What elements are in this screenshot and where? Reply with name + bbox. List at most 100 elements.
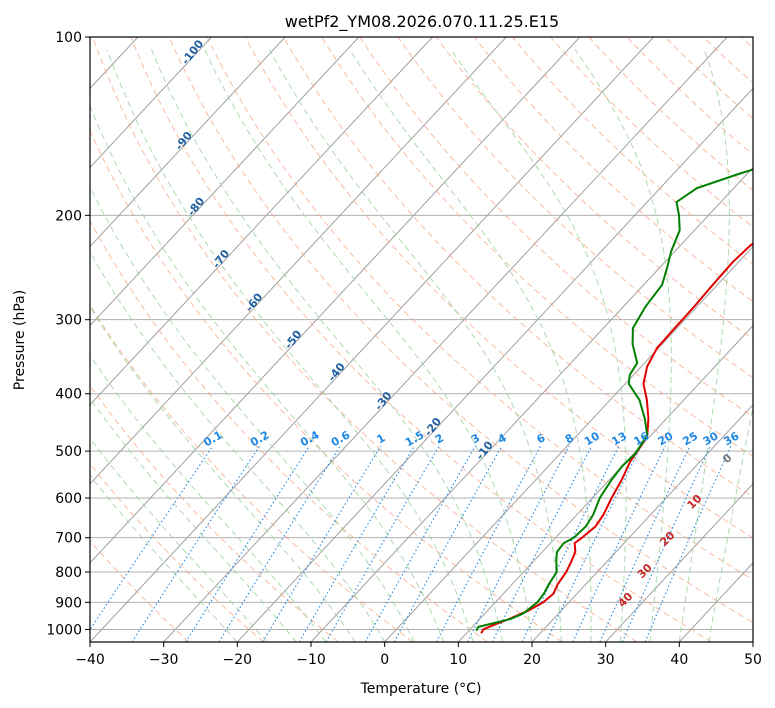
x-axis-label: Temperature (°C) — [360, 681, 482, 697]
y-axis-label: Pressure (hPa) — [12, 290, 28, 390]
mixing-ratio-line — [298, 445, 415, 642]
isotherm-label: -70 — [210, 247, 233, 271]
mixing-ratio-line — [545, 445, 642, 642]
isotherm-line — [90, 37, 507, 485]
dry-adiabat-line — [397, 37, 753, 379]
x-tick-label: 50 — [744, 652, 762, 668]
dry-adiabat-line — [283, 37, 753, 498]
mixing-ratio-line — [572, 445, 666, 642]
moist-adiabat-label: 30 — [635, 561, 655, 581]
x-tick-label: 40 — [670, 652, 688, 668]
chart-title: wetPf2_YM08.2026.070.11.25.E15 — [285, 12, 559, 32]
moist-adiabat-label: 0 — [720, 451, 735, 466]
dry-adiabat-line — [741, 37, 753, 49]
dry-adiabat-line — [664, 37, 753, 120]
isotherm-line — [752, 641, 753, 642]
moist-adiabat-line — [574, 49, 672, 642]
dry-adiabat-line — [588, 37, 753, 192]
background-grid — [0, 37, 753, 642]
dry-adiabat-line — [206, 37, 753, 581]
x-tick-label: 10 — [449, 652, 467, 668]
mixing-ratio-label: 30 — [701, 429, 721, 448]
dry-adiabat-line — [90, 129, 563, 642]
moist-adiabat-line — [90, 474, 238, 642]
moist-adiabat-line — [106, 49, 474, 642]
isotherm-line — [0, 37, 64, 642]
y-tick-label: 800 — [55, 565, 82, 581]
moist-adiabat-line — [151, 49, 503, 642]
dry-adiabat-line — [90, 540, 190, 642]
mixing-ratio-label: 6 — [534, 431, 547, 446]
mixing-ratio-label: 0.1 — [201, 428, 224, 449]
isotherm-label: -60 — [243, 290, 266, 314]
moist-adiabat-line — [90, 306, 356, 642]
moist-adiabat-line — [90, 354, 327, 642]
mixing-ratio-line — [644, 445, 732, 642]
x-tick-label: −20 — [223, 652, 253, 668]
isotherm-label: -30 — [372, 389, 395, 413]
x-tick-label: 20 — [523, 652, 541, 668]
moist-adiabat-line — [708, 404, 753, 642]
isotherm-line — [531, 404, 753, 642]
dry-adiabat-line — [359, 37, 753, 418]
dewpoint-line — [475, 168, 753, 632]
moist-adiabat-line — [450, 49, 627, 642]
dry-adiabat-line — [244, 37, 753, 539]
moist-adiabat-line — [90, 250, 386, 642]
mixing-ratio-label: 0.6 — [329, 428, 353, 449]
isotherm-line — [678, 562, 753, 642]
profile-lines — [475, 168, 753, 634]
mixing-ratio-label: 10 — [582, 429, 602, 448]
x-tick-label: −40 — [75, 652, 105, 668]
mixing-ratio-label: 4 — [496, 431, 509, 446]
dry-adiabat-line — [92, 37, 638, 642]
mixing-ratio-line — [218, 445, 341, 642]
isotherm-line — [90, 37, 212, 169]
isotherm-line — [310, 166, 753, 642]
x-tick-label: 0 — [380, 652, 389, 668]
moist-adiabat-line — [90, 437, 268, 642]
mixing-ratio-line — [393, 445, 503, 642]
mixing-ratio-label: 20 — [656, 429, 676, 448]
mixing-ratio-line — [90, 445, 214, 631]
mixing-ratio-label: 13 — [609, 429, 629, 448]
mixing-ratio-line — [467, 445, 570, 642]
moist-adiabat-line — [90, 185, 415, 642]
isotherm-line — [90, 37, 360, 327]
y-tick-label: 100 — [55, 30, 82, 46]
dry-adiabat-line — [626, 37, 753, 156]
mixing-ratio-line — [521, 445, 620, 642]
y-tick-label: 600 — [55, 491, 82, 507]
dry-adiabat-line — [321, 37, 753, 458]
isotherm-label: -100 — [179, 37, 206, 67]
axis-ticks: −40 −30 −20 −10 0 10 20 30 40 5010020030040050060… — [46, 30, 762, 668]
dry-adiabat-line — [168, 37, 753, 624]
isotherm-line — [90, 37, 433, 406]
y-tick-label: 900 — [55, 595, 82, 611]
moist-adiabat-line — [90, 104, 445, 642]
moist-adiabat-label: 20 — [657, 529, 677, 549]
x-tick-label: −30 — [149, 652, 179, 668]
moist-adiabat-line — [90, 397, 297, 642]
isotherm-line — [90, 37, 581, 564]
isotherm-line — [163, 37, 728, 642]
y-tick-label: 700 — [55, 531, 82, 547]
isotherm-label: -90 — [172, 129, 195, 153]
isotherm-line — [90, 37, 654, 642]
mixing-ratio-line — [621, 445, 711, 642]
x-tick-label: 30 — [597, 652, 615, 668]
mixing-ratio-line — [185, 445, 310, 642]
isotherm-line — [384, 245, 753, 642]
y-tick-label: 200 — [55, 208, 82, 224]
dry-adiabat-line — [130, 37, 712, 642]
moist-adiabat-line — [204, 49, 533, 642]
mixing-ratio-line — [262, 445, 382, 642]
isotherm-label: -40 — [325, 360, 348, 384]
y-tick-label: 300 — [55, 313, 82, 329]
temperature-line — [480, 242, 753, 634]
dry-adiabat-line — [473, 37, 753, 303]
dry-adiabat-line — [90, 384, 339, 642]
isotherm-line — [90, 37, 286, 248]
moist-adiabat-line — [678, 49, 730, 642]
